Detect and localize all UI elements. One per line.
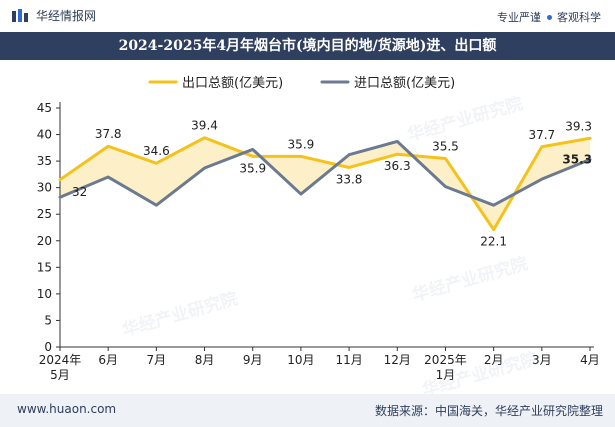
x-tick-label-8: 2025年 1月	[424, 353, 467, 382]
legend-label-1: 进口总额(亿美元)	[354, 76, 455, 91]
tagline: 专业严谨 客观科学	[497, 9, 601, 25]
x-tick-label-11: 4月	[580, 353, 600, 367]
chart-title: 2024-2025年4月年烟台市(境内目的地/货源地)进、出口额	[118, 38, 497, 54]
top-bar: 华经情报网 专业严谨 客观科学	[0, 0, 615, 32]
data-label-1: 37.8	[95, 127, 122, 141]
data-label-10: 37.7	[528, 128, 555, 142]
y-tick-label-4: 20	[37, 234, 52, 248]
x-tick-label-6: 11月	[335, 353, 362, 367]
y-tick-label-0: 0	[44, 340, 52, 354]
y-tick-label-7: 35	[37, 154, 52, 168]
x-tick-label-2: 7月	[147, 353, 167, 367]
tagline-right: 客观科学	[557, 11, 601, 24]
series-line-0	[58, 136, 592, 232]
x-tick-label-5: 10月	[287, 353, 314, 367]
y-tick-label-5: 25	[37, 207, 52, 221]
y-tick-label-8: 40	[37, 128, 52, 142]
y-tick-label-3: 15	[37, 260, 52, 274]
data-label-8: 35.5	[432, 139, 459, 153]
y-tick-label-1: 5	[44, 313, 52, 327]
data-label-0: 32	[72, 185, 87, 199]
data-label-12: 35.3	[562, 153, 592, 167]
y-tick-label-2: 10	[37, 287, 52, 301]
y-tick-label-9: 45	[37, 101, 52, 115]
fill-between-area	[60, 137, 590, 230]
y-tick-label-6: 30	[37, 181, 52, 195]
title-bar	[0, 32, 615, 60]
legend-label-0: 出口总额(亿美元)	[182, 76, 283, 91]
data-label-5: 35.9	[288, 137, 315, 151]
brand-logo-icon	[12, 8, 28, 22]
x-tick-label-0: 2024年 5月	[39, 353, 82, 382]
data-label-4: 35.9	[239, 161, 266, 175]
brand: 华经情报网	[12, 7, 96, 24]
data-label-3: 39.4	[191, 119, 218, 133]
x-tick-label-7: 12月	[384, 353, 411, 367]
tagline-left: 专业严谨	[497, 11, 541, 24]
footer-url: www.huaon.com	[17, 402, 117, 416]
x-tick-label-1: 6月	[98, 353, 118, 367]
footer	[0, 394, 615, 427]
dot-icon	[547, 14, 552, 20]
brand-name: 华经情报网	[36, 9, 97, 23]
data-label-2: 34.6	[143, 144, 170, 158]
series-line-1	[58, 139, 592, 207]
x-tick-label-9: 2月	[484, 353, 504, 367]
x-tick-label-3: 8月	[195, 353, 215, 367]
x-tick-label-4: 9月	[243, 353, 263, 367]
data-label-7: 36.3	[384, 159, 411, 173]
data-source: 数据来源：中国海关，华经产业研究院整理	[374, 404, 603, 418]
data-label-11: 39.3	[565, 119, 592, 133]
line-chart: 0 5 10 15 20 25 30 35 40 45 2024年 5月 6月 7月 8月 9月 10月 11月 1…	[37, 76, 600, 382]
data-label-6: 33.8	[336, 172, 363, 186]
x-tick-label-10: 3月	[532, 353, 552, 367]
data-label-9: 22.1	[480, 235, 507, 249]
